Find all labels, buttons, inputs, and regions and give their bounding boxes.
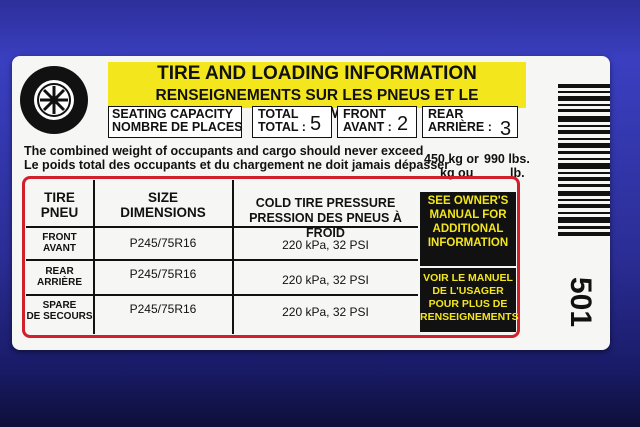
header-pressure: COLD TIRE PRESSURE PRESSION DES PNEUS À F… [233, 196, 418, 241]
tire-table [22, 176, 520, 338]
header-en: SIZE [147, 190, 178, 205]
rear-value: 3 [500, 118, 512, 140]
rear-fr: ARRIÈRE : [428, 120, 492, 134]
pressure: 220 kPa, 32 PSI [282, 305, 369, 319]
front-en: FRONT [343, 107, 387, 121]
total-cell [252, 106, 332, 138]
tire-icon [20, 66, 88, 134]
row-en: SPARE [42, 300, 77, 311]
seating-en: SEATING CAPACITY [112, 107, 234, 121]
front-cell [337, 106, 417, 138]
barcode [558, 84, 610, 236]
size: P245/75R16 [129, 267, 197, 281]
row-line [26, 294, 418, 296]
header-en: COLD TIRE PRESSURE [255, 196, 396, 210]
total-en: TOTAL [258, 107, 299, 121]
rear-cell [422, 106, 518, 138]
pressure: 220 kPa, 32 PSI [282, 238, 369, 252]
header-tire: TIRE PNEU [26, 190, 93, 220]
row-fr: ARRIÈRE [36, 277, 82, 288]
header-en: TIRE [44, 190, 75, 205]
rear-en: REAR [428, 107, 464, 121]
front-fr: AVANT : [343, 120, 392, 134]
row-label: REAR ARRIÈRE [26, 266, 93, 288]
header-band [108, 62, 526, 108]
title-en: TIRE AND LOADING INFORMATION [157, 63, 477, 84]
row-label: FRONT AVANT [26, 232, 93, 254]
row-line [26, 226, 418, 228]
row-line [26, 259, 418, 261]
front-value: 2 [397, 113, 409, 135]
size: P245/75R16 [129, 236, 197, 250]
lbs-en: 990 lbs. [484, 152, 530, 166]
row-fr: AVANT [43, 243, 76, 254]
header-fr: PRESSION DES PNEUS À FROID [249, 211, 402, 240]
total-value: 5 [310, 113, 322, 135]
header-fr: DIMENSIONS [120, 205, 206, 220]
note-fr: VOIR LE MANUEL DE L'USAGER POUR PLUS DE … [420, 268, 519, 332]
seating-cell [108, 106, 242, 138]
code: 501 [564, 276, 597, 328]
total-fr: TOTAL : [258, 120, 306, 134]
weight-en: The combined weight of occupants and car… [24, 144, 424, 158]
header-size: SIZE DIMENSIONS [94, 190, 232, 220]
row-label: SPARE DE SECOURS [26, 300, 93, 322]
row-fr: DE SECOURS [26, 311, 93, 322]
note-en: SEE OWNER'S MANUAL FOR ADDITIONAL INFORM… [420, 192, 516, 266]
kg-en: 450 kg or [424, 152, 479, 166]
seating-fr: NOMBRE DE PLACES [112, 120, 243, 134]
row-en: FRONT [42, 232, 77, 243]
weight-fr: Le poids total des occupants et du charg… [24, 158, 450, 172]
header-fr: PNEU [40, 205, 79, 220]
size: P245/75R16 [129, 302, 197, 316]
row-en: REAR [45, 266, 74, 277]
pressure: 220 kPa, 32 PSI [282, 273, 369, 287]
col-line [232, 180, 234, 334]
col-line [93, 180, 95, 334]
